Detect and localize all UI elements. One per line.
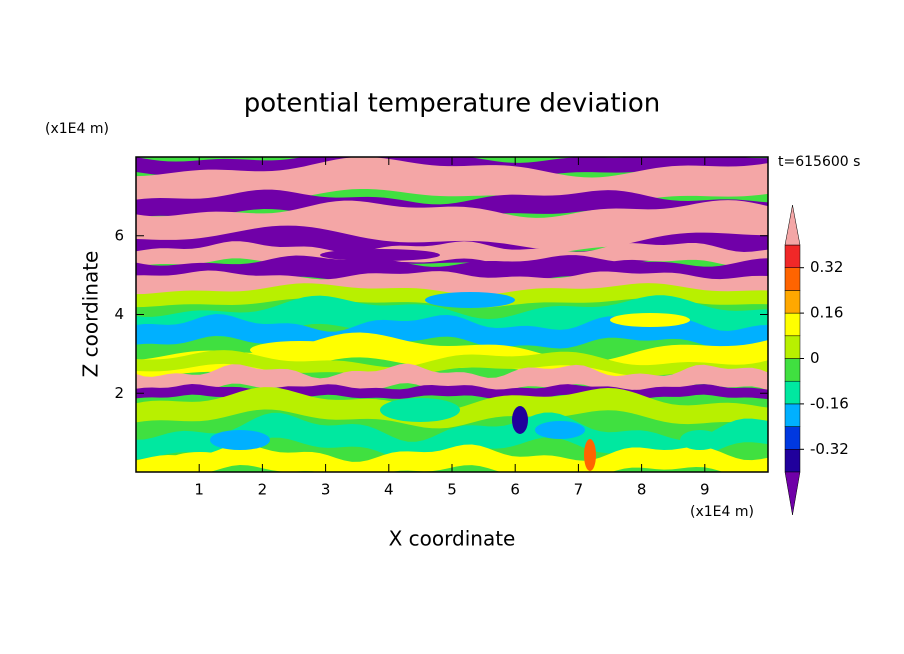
contour-region [512,406,528,434]
y-tick-label: 4 [114,305,124,323]
x-axis-label: X coordinate [389,527,516,551]
contour-region [136,314,768,350]
colorbar-band [784,358,801,382]
x-tick-label: 8 [637,481,647,499]
colorbar-band [784,290,801,314]
colorbar-under [784,471,801,516]
x-tick-label: 7 [574,481,584,499]
contour-region [170,452,230,468]
contour-region [210,430,270,450]
colorbar-tick-label: 0 [810,349,820,367]
colorbar-tick-label: 0.16 [810,304,843,322]
contour-region [680,430,720,450]
colorbar-tick-label: -0.16 [810,394,849,412]
y-axis-label: Z coordinate [79,251,103,378]
y-unit: (x1E4 m) [45,121,109,137]
contour-region [136,412,768,461]
time-label: t=615600 s [778,154,860,170]
colorbar-band [784,312,801,337]
x-tick-label: 4 [384,481,394,499]
x-tick-label: 9 [700,481,710,499]
contour-region [320,249,440,261]
y-tick-label: 2 [114,384,124,402]
colorbar-tick-label: 0.32 [810,258,843,276]
colorbar-tick-label: -0.32 [810,440,849,458]
contour-region [425,292,515,308]
x-unit: (x1E4 m) [690,504,754,520]
colorbar-over [784,204,801,246]
contour-region [610,313,690,327]
colorbar-band [784,426,801,450]
colorbar-band [784,244,801,268]
colorbar-band [784,403,801,427]
colorbar-band [784,267,801,291]
colorbar-band [784,380,801,405]
contour-field [136,157,768,472]
x-tick-label: 6 [510,481,520,499]
contour-region [136,189,768,221]
colorbar-band [784,449,801,473]
x-tick-label: 2 [258,481,268,499]
contour-region [136,387,768,429]
contour-region [584,439,596,471]
x-tick-label: 5 [447,481,457,499]
colorbar-band [784,335,801,359]
y-tick-label: 6 [114,226,124,244]
x-tick-label: 1 [194,481,204,499]
chart-title: potential temperature deviation [244,89,660,119]
contour-region [535,421,585,439]
contour-region [136,444,768,472]
contour-region [250,341,350,359]
x-tick-label: 3 [321,481,331,499]
contour-region [380,398,460,422]
